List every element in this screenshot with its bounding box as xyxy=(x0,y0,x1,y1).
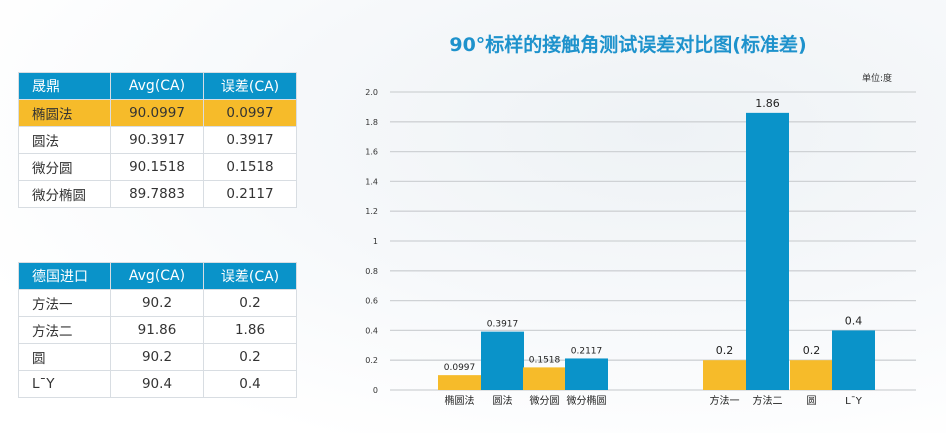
data-label: 0.4 xyxy=(845,314,863,327)
y-tick-label: 0.6 xyxy=(365,297,378,306)
unit-label: 单位:度 xyxy=(862,74,893,84)
cell: 0.2117 xyxy=(203,180,297,208)
data-label: 0.2 xyxy=(803,344,821,357)
table-row: L¯Y 90.4 0.4 xyxy=(18,370,297,398)
data-label: 0.0997 xyxy=(444,363,476,373)
header-cell: 误差(CA) xyxy=(203,262,297,290)
y-tick-label: 1.8 xyxy=(365,118,378,127)
cell: 89.7883 xyxy=(110,180,204,208)
cell: 椭圆法 xyxy=(18,99,111,127)
table-row: 圆法 90.3917 0.3917 xyxy=(18,126,297,154)
table-row: 方法二 91.86 1.86 xyxy=(18,316,297,344)
bar xyxy=(438,375,481,390)
bar xyxy=(832,330,875,390)
bar xyxy=(703,360,746,390)
data-label: 0.2 xyxy=(716,344,734,357)
chart-title: 90°标样的接触角测试误差对比图(标准差) xyxy=(449,34,807,56)
bar xyxy=(565,358,608,390)
y-tick-label: 0.2 xyxy=(365,356,378,365)
cell: 0.3917 xyxy=(203,126,297,154)
table-german: 德国进口 Avg(CA) 误差(CA) 方法一 90.2 0.2 方法二 91.86 1.8… xyxy=(18,262,297,398)
cell: 微分椭圆 xyxy=(18,180,111,208)
bar xyxy=(523,367,566,390)
y-tick-label: 1.4 xyxy=(365,177,378,186)
header-cell: 误差(CA) xyxy=(203,72,297,100)
table-row: 微分椭圆 89.7883 0.2117 xyxy=(18,180,297,208)
cell: L¯Y xyxy=(18,370,111,398)
cell: 0.4 xyxy=(203,370,297,398)
bar xyxy=(746,112,789,391)
y-tick-label: 0.4 xyxy=(365,326,378,335)
data-label: 0.3917 xyxy=(487,320,519,330)
table-shengding: 晟鼎 Avg(CA) 误差(CA) 椭圆法 90.0997 0.0997 圆法 90.39… xyxy=(18,72,297,208)
y-tick-label: 0 xyxy=(373,386,378,395)
cell: 90.3917 xyxy=(110,126,204,154)
y-tick-label: 2.0 xyxy=(365,88,378,97)
y-tick-label: 1.6 xyxy=(365,148,378,157)
bar xyxy=(790,360,833,390)
x-tick-label: 微分椭圆 xyxy=(567,394,607,407)
cell: 0.0997 xyxy=(203,99,297,127)
header-cell: 晟鼎 xyxy=(18,72,111,100)
cell: 90.4 xyxy=(110,370,204,398)
cell: 91.86 xyxy=(110,316,204,344)
x-tick-label: 圆法 xyxy=(493,394,513,407)
y-tick-label: 0.8 xyxy=(365,267,378,276)
y-tick-label: 1 xyxy=(373,237,378,246)
cell: 微分圆 xyxy=(18,153,111,181)
x-tick-label: 方法一 xyxy=(710,394,740,407)
x-tick-label: 椭圆法 xyxy=(445,394,475,407)
x-tick-label: 微分圆 xyxy=(530,394,560,407)
table-row: 椭圆法 90.0997 0.0997 xyxy=(18,99,297,127)
table-row: 微分圆 90.1518 0.1518 xyxy=(18,153,297,181)
y-tick-label: 1.2 xyxy=(365,207,378,216)
cell: 0.1518 xyxy=(203,153,297,181)
x-tick-label: 方法二 xyxy=(753,394,783,407)
cell: 90.1518 xyxy=(110,153,204,181)
x-tick-label: L¯Y xyxy=(845,396,863,407)
x-tick-label: 圆 xyxy=(807,395,817,407)
cell: 方法二 xyxy=(18,316,111,344)
cell: 90.0997 xyxy=(110,99,204,127)
header-cell: 德国进口 xyxy=(18,262,111,290)
data-label: 0.2117 xyxy=(571,346,603,356)
cell: 1.86 xyxy=(203,316,297,344)
header-cell: Avg(CA) xyxy=(110,72,204,100)
cell: 90.2 xyxy=(110,343,204,371)
data-label: 0.1518 xyxy=(529,355,561,365)
cell: 圆法 xyxy=(18,126,111,154)
bar xyxy=(481,331,524,390)
data-label: 1.86 xyxy=(755,97,780,110)
